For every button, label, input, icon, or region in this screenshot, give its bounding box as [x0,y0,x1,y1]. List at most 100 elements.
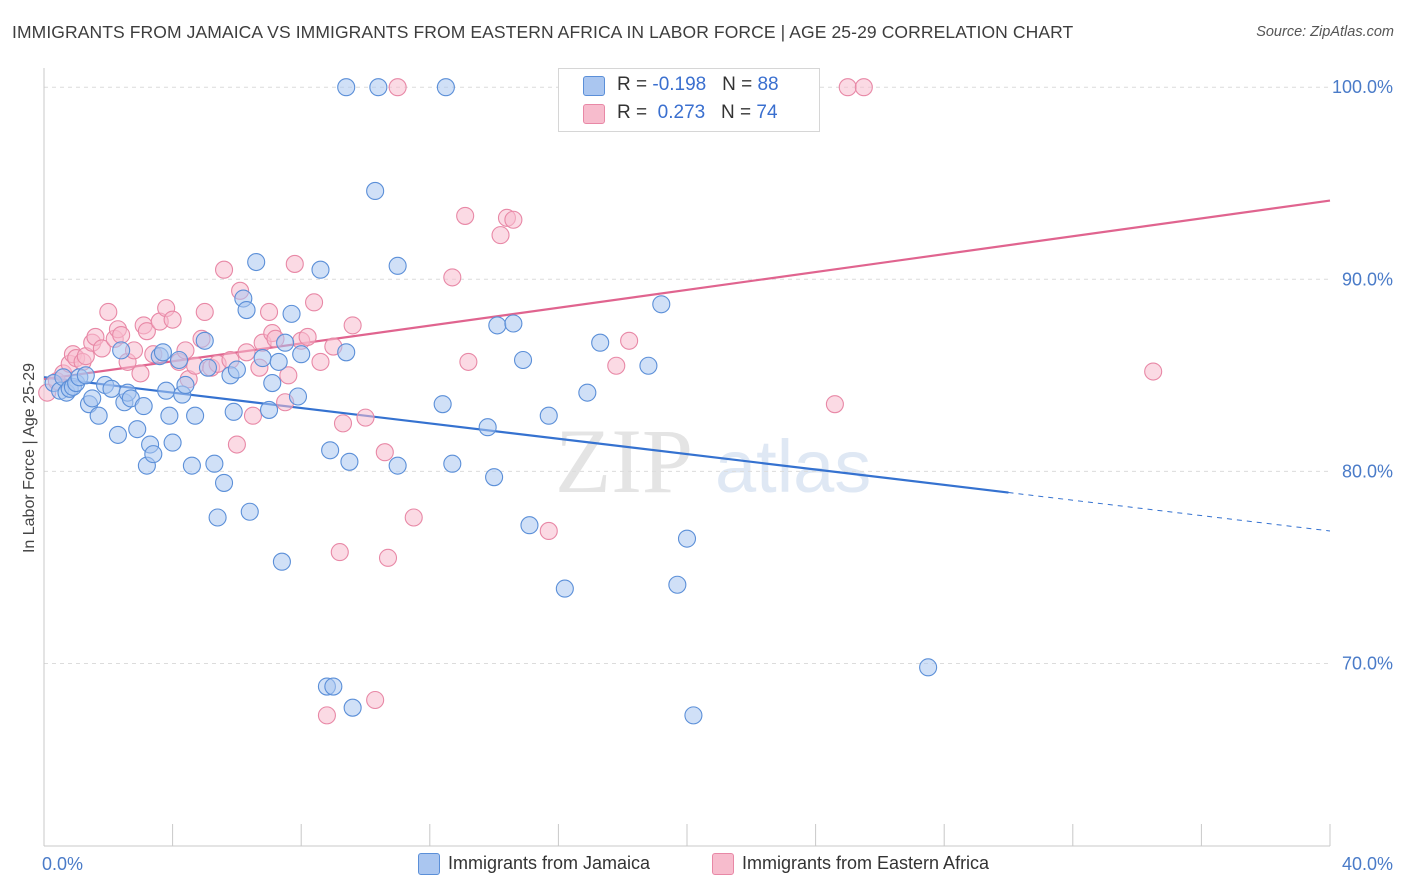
point-eastern-africa-50 [317,706,336,725]
point-eastern-africa-17 [131,364,150,383]
point-jamaica-45 [247,252,266,272]
point-jamaica-79 [591,333,610,352]
point-eastern-africa-52 [330,543,349,562]
x-tick-label-max: 40.0% [1342,854,1393,874]
point-eastern-africa-56 [366,690,385,710]
point-eastern-africa-69 [620,331,639,350]
point-jamaica-54 [292,345,311,364]
point-jamaica-20 [134,397,153,416]
bottom-legend-swatch-eastern-africa [712,853,734,875]
point-jamaica-19 [128,420,147,439]
y-tick-label-100: 100.0% [1332,77,1393,97]
point-jamaica-31 [176,375,195,395]
point-jamaica-34 [195,331,214,350]
point-jamaica-60 [337,78,356,97]
legend-r-label: R = [617,74,653,95]
bottom-legend-label-jamaica: Immigrants from Jamaica [448,853,651,873]
point-eastern-africa-68 [607,356,626,375]
data-points [38,78,1163,725]
point-jamaica-41 [227,360,246,379]
point-eastern-africa-58 [378,548,398,567]
point-jamaica-33 [186,406,205,425]
point-eastern-africa-72 [854,78,873,97]
point-jamaica-38 [214,473,234,492]
y-tick-label-70: 70.0% [1342,654,1393,674]
point-jamaica-67 [436,78,455,97]
point-jamaica-32 [182,456,201,475]
point-eastern-africa-36 [237,343,256,362]
legend-n-label: N = [721,102,757,123]
stats-legend: R = -0.198 N = 88 R = 0.273 N = 74 [558,68,820,132]
point-jamaica-69 [443,454,462,473]
watermark: ZIP atlas [555,410,871,512]
point-eastern-africa-45 [285,254,304,273]
point-jamaica-26 [157,381,176,400]
legend-r-label: R = [617,102,653,123]
point-jamaica-48 [263,373,282,393]
point-jamaica-27 [160,406,179,425]
point-eastern-africa-60 [404,508,423,527]
point-jamaica-72 [488,316,507,335]
trend-line-jamaica-extension [1008,492,1331,532]
chart-title: IMMIGRANTS FROM JAMAICA VS IMMIGRANTS FR… [12,22,1074,42]
point-jamaica-8 [76,366,95,385]
point-jamaica-28 [163,433,182,452]
point-eastern-africa-34 [227,435,246,454]
point-eastern-africa-55 [356,408,375,427]
point-eastern-africa-19 [137,322,156,341]
point-eastern-africa-57 [375,443,394,462]
legend-r-value-eastern-africa: 0.273 [652,102,706,123]
bottom-legend-label-eastern-africa: Immigrants from Eastern Africa [742,853,990,873]
point-jamaica-76 [539,406,558,425]
point-jamaica-23 [144,445,163,464]
point-jamaica-62 [343,698,362,717]
point-jamaica-29 [169,350,189,370]
point-jamaica-15 [112,341,131,360]
point-jamaica-81 [652,295,671,314]
point-eastern-africa-54 [343,316,362,335]
point-eastern-africa-49 [311,352,330,371]
point-jamaica-51 [276,333,295,352]
point-jamaica-13 [102,379,121,398]
legend-n-label: N = [722,74,758,95]
point-jamaica-61 [340,452,359,471]
watermark-zip: ZIP [555,410,693,512]
point-eastern-africa-32 [214,260,234,279]
legend-swatch-eastern-africa [583,104,605,124]
point-eastern-africa-44 [279,366,298,385]
point-eastern-africa-40 [259,302,279,322]
point-eastern-africa-37 [243,406,263,425]
point-jamaica-65 [388,256,407,275]
point-jamaica-84 [684,706,703,725]
point-jamaica-74 [513,350,533,370]
point-jamaica-11 [89,406,108,425]
point-jamaica-46 [253,349,272,368]
point-jamaica-55 [311,260,330,279]
point-jamaica-66 [388,456,407,475]
axes [43,68,1331,847]
y-axis-title: In Labor Force | Age 25-29 [21,363,38,553]
legend-r-value-jamaica: -0.198 [652,74,707,95]
point-jamaica-85 [919,658,938,677]
point-jamaica-43 [237,300,256,320]
point-eastern-africa-47 [298,327,317,346]
source-credit: Source: ZipAtlas.com [1256,24,1394,40]
point-jamaica-77 [555,579,574,598]
y-tick-label-90: 90.0% [1342,269,1393,289]
point-jamaica-80 [639,356,658,375]
x-tick-label-min: 0.0% [42,854,83,874]
point-eastern-africa-59 [388,78,407,97]
point-jamaica-83 [677,529,697,548]
point-jamaica-52 [282,304,301,323]
point-jamaica-68 [433,395,452,414]
point-eastern-africa-53 [333,414,353,433]
point-eastern-africa-70 [825,395,844,414]
point-jamaica-14 [108,425,127,444]
point-jamaica-40 [224,402,243,421]
point-jamaica-58 [324,677,343,696]
tick-labels: 70.0% 80.0% 90.0% 100.0% 0.0% 40.0% [42,77,1393,874]
point-jamaica-59 [337,343,356,362]
legend-swatch-jamaica [583,76,605,96]
y-tick-label-80: 80.0% [1342,461,1393,481]
